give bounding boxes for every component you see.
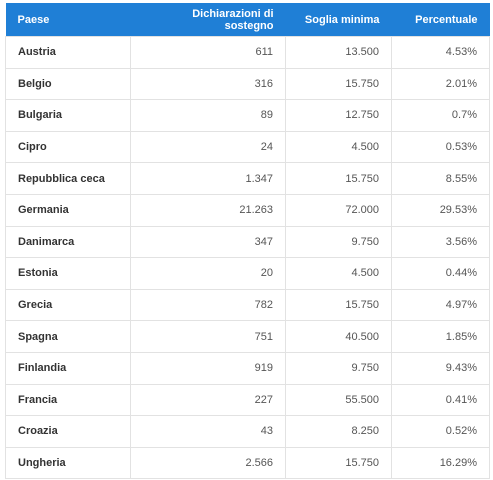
value-cell: 0.7%	[391, 99, 490, 132]
value-cell: 1.85%	[391, 320, 490, 353]
table-body: Austria 611 13.500 4.53% Belgio 316 15.750 2.01…	[5, 36, 490, 480]
header-row: Paese Dichiarazioni di sostegno Soglia min…	[5, 3, 490, 37]
value-cell: 43	[130, 415, 286, 448]
table-row: Austria 611 13.500 4.53%	[5, 36, 490, 69]
country-cell: Finlandia	[5, 351, 131, 385]
value-cell: 2.01%	[391, 67, 490, 101]
table-row: Francia 227 55.500 0.41%	[5, 383, 490, 417]
country-cell: Repubblica ceca	[5, 162, 131, 195]
country-cell: Francia	[5, 383, 131, 417]
value-cell: 9.43%	[391, 351, 490, 385]
table-row: Danimarca 347 9.750 3.56%	[5, 225, 490, 259]
table-row: Bulgaria 89 12.750 0.7%	[5, 99, 490, 132]
value-cell: 4.500	[285, 257, 392, 290]
country-cell: Spagna	[5, 320, 131, 353]
value-cell: 8.250	[285, 415, 392, 448]
value-cell: 72.000	[285, 193, 392, 227]
country-cell: Estonia	[5, 257, 131, 290]
table-row: Germania 21.263 72.000 29.53%	[5, 193, 490, 227]
value-cell: 751	[130, 320, 286, 353]
value-cell: 55.500	[285, 383, 392, 417]
value-cell: 15.750	[285, 162, 392, 195]
value-cell: 0.53%	[391, 130, 490, 164]
country-cell: Grecia	[5, 288, 131, 322]
value-cell: 3.56%	[391, 225, 490, 259]
header-cell: Percentuale	[391, 3, 490, 37]
table-row: Belgio 316 15.750 2.01%	[5, 67, 490, 101]
table-row: Cipro 24 4.500 0.53%	[5, 130, 490, 164]
header-cell: Dichiarazioni di sostegno	[130, 3, 286, 37]
value-cell: 0.44%	[391, 257, 490, 290]
value-cell: 2.566	[130, 446, 286, 480]
value-cell: 15.750	[285, 446, 392, 480]
header-cell: Soglia minima	[285, 3, 392, 37]
value-cell: 227	[130, 383, 286, 417]
value-cell: 9.750	[285, 351, 392, 385]
value-cell: 4.97%	[391, 288, 490, 322]
table-row: Finlandia 919 9.750 9.43%	[5, 351, 490, 385]
value-cell: 347	[130, 225, 286, 259]
value-cell: 0.52%	[391, 415, 490, 448]
value-cell: 782	[130, 288, 286, 322]
value-cell: 1.347	[130, 162, 286, 195]
table-row: Grecia 782 15.750 4.97%	[5, 288, 490, 322]
value-cell: 316	[130, 67, 286, 101]
value-cell: 4.53%	[391, 36, 490, 69]
value-cell: 20	[130, 257, 286, 290]
country-cell: Danimarca	[5, 225, 131, 259]
value-cell: 13.500	[285, 36, 392, 69]
table-row: Croazia 43 8.250 0.52%	[5, 415, 490, 448]
value-cell: 611	[130, 36, 286, 69]
country-cell: Bulgaria	[5, 99, 131, 132]
country-cell: Cipro	[5, 130, 131, 164]
table-row: Estonia 20 4.500 0.44%	[5, 257, 490, 290]
table-row: Spagna 751 40.500 1.85%	[5, 320, 490, 353]
value-cell: 40.500	[285, 320, 392, 353]
value-cell: 24	[130, 130, 286, 164]
country-cell: Croazia	[5, 415, 131, 448]
value-cell: 16.29%	[391, 446, 490, 480]
value-cell: 0.41%	[391, 383, 490, 417]
country-cell: Ungheria	[5, 446, 131, 480]
table-head: Paese Dichiarazioni di sostegno Soglia min…	[5, 3, 490, 37]
value-cell: 15.750	[285, 288, 392, 322]
country-cell: Austria	[5, 36, 131, 69]
value-cell: 8.55%	[391, 162, 490, 195]
header-cell: Paese	[5, 3, 131, 37]
value-cell: 21.263	[130, 193, 286, 227]
country-cell: Germania	[5, 193, 131, 227]
value-cell: 9.750	[285, 225, 392, 259]
value-cell: 4.500	[285, 130, 392, 164]
value-cell: 29.53%	[391, 193, 490, 227]
value-cell: 919	[130, 351, 286, 385]
value-cell: 89	[130, 99, 286, 132]
country-cell: Belgio	[5, 67, 131, 101]
value-cell: 12.750	[285, 99, 392, 132]
value-cell: 15.750	[285, 67, 392, 101]
table-row: Repubblica ceca 1.347 15.750 8.55%	[5, 162, 490, 195]
data-table: Paese Dichiarazioni di sostegno Soglia min…	[5, 3, 490, 480]
table-row: Ungheria 2.566 15.750 16.29%	[5, 446, 490, 480]
